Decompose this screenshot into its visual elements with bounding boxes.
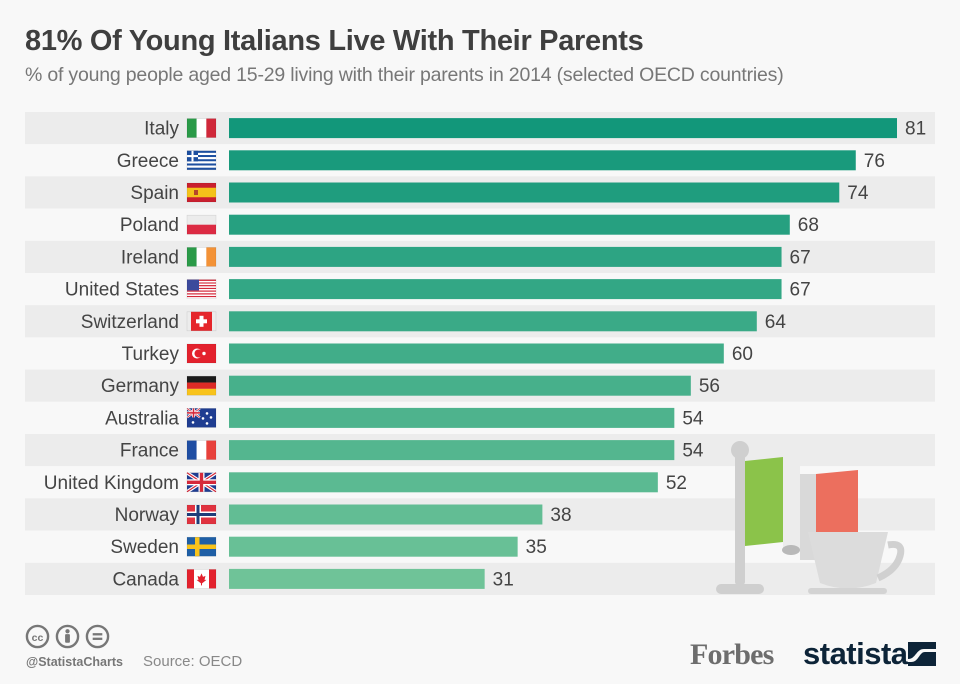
bar-greece (229, 150, 856, 171)
bar-poland (229, 214, 790, 235)
poland-flag-icon (186, 214, 217, 235)
italy-flag-icon (186, 118, 217, 138)
value-label: 67 (790, 247, 811, 268)
bar-united-states (229, 279, 782, 300)
category-label: Australia (105, 408, 179, 429)
statista-handle[interactable]: @StatistaCharts (26, 655, 123, 669)
value-label: 74 (847, 183, 869, 204)
category-label: Canada (112, 569, 179, 590)
category-label: Turkey (122, 344, 180, 365)
value-label: 54 (682, 408, 704, 429)
bar-chart: Italy 81 Greece 76 Spain 74 Poland 68 Ireland 67 U… (25, 112, 935, 595)
category-label: Norway (115, 505, 180, 526)
category-label: United Kingdom (44, 473, 179, 494)
chart-title: 81% Of Young Italians Live With Their Pa… (25, 25, 644, 57)
no-derivatives-icon (85, 624, 110, 649)
bar-norway (229, 504, 543, 525)
greece-flag-icon (186, 150, 217, 171)
bar-italy (229, 118, 897, 139)
bar-canada (229, 568, 485, 589)
cc-icon: cc (25, 624, 50, 649)
category-label: France (120, 441, 179, 462)
switzerland-flag-icon (186, 311, 217, 332)
value-label: 52 (666, 473, 687, 494)
bar-australia (229, 407, 675, 428)
bar-ireland (229, 246, 782, 267)
value-label: 64 (765, 312, 787, 333)
bar-germany (229, 375, 691, 396)
bar-france (229, 440, 675, 461)
value-label: 54 (682, 441, 704, 462)
australia-flag-icon (186, 407, 217, 428)
value-label: 38 (550, 505, 571, 526)
bar-united-kingdom (229, 472, 658, 493)
category-label: Germany (101, 376, 180, 397)
category-label: Italy (144, 119, 179, 140)
statista-logo-text: statista (803, 636, 908, 671)
attribution-icon (55, 624, 80, 649)
license-icons: cc (25, 624, 110, 649)
france-flag-icon (186, 440, 217, 460)
source-note: Source: OECD (143, 653, 243, 670)
value-label: 35 (526, 537, 547, 558)
category-label: United States (65, 280, 179, 301)
united-states-flag-icon (186, 279, 217, 299)
value-label: 68 (798, 215, 819, 236)
canada-flag-icon (186, 569, 217, 589)
value-label: 60 (732, 344, 753, 365)
turkey-flag-icon (186, 343, 217, 364)
category-label: Sweden (110, 537, 179, 558)
svg-text:cc: cc (32, 632, 44, 644)
category-label: Poland (120, 215, 179, 236)
bar-turkey (229, 343, 724, 364)
ireland-flag-icon (186, 247, 217, 267)
chart-subtitle: % of young people aged 15-29 living with… (25, 64, 784, 86)
bar-spain (229, 182, 840, 203)
value-label: 56 (699, 376, 720, 397)
value-label: 67 (790, 280, 811, 301)
value-label: 76 (864, 151, 885, 172)
united-kingdom-flag-icon (186, 471, 217, 494)
value-label: 31 (493, 569, 514, 590)
category-label: Switzerland (81, 312, 179, 333)
bar-sweden (229, 536, 518, 557)
statista-logo-icon (908, 642, 936, 666)
norway-flag-icon (186, 504, 217, 525)
sweden-flag-icon (186, 536, 217, 557)
value-label: 81 (905, 119, 926, 140)
spain-flag-icon (186, 182, 217, 203)
bar-switzerland (229, 311, 757, 332)
category-label: Ireland (121, 247, 179, 268)
forbes-logo: Forbes (690, 638, 774, 671)
italian-flag-cup-illustration (716, 441, 905, 594)
germany-flag-icon (186, 375, 217, 396)
category-label: Greece (117, 151, 179, 172)
category-label: Spain (130, 183, 179, 204)
